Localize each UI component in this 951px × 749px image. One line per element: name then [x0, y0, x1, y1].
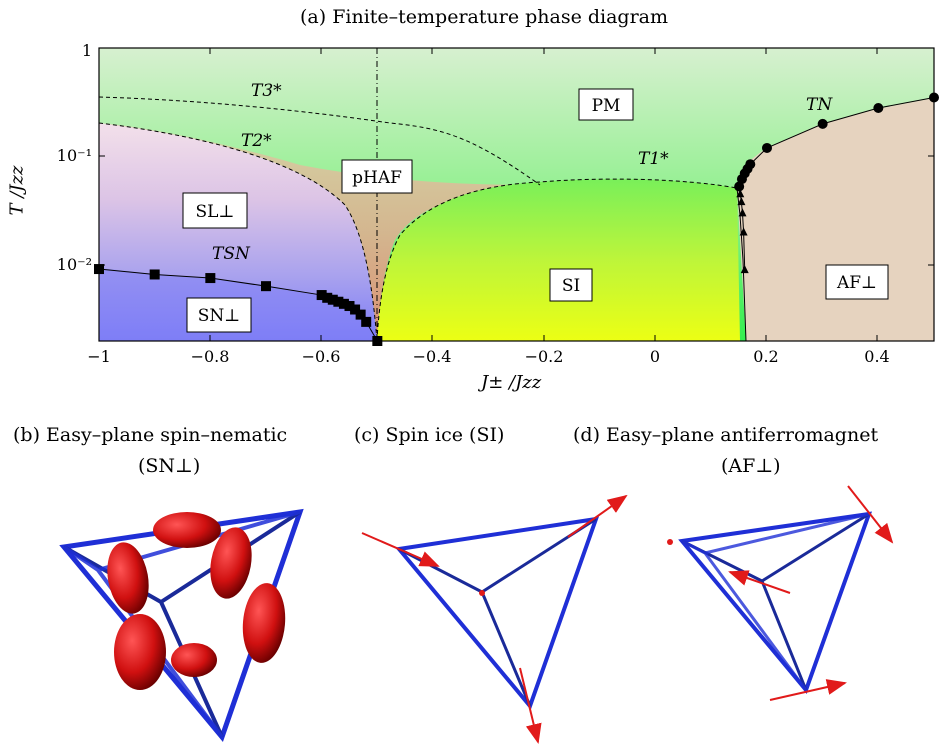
nematic-ellipsoid: [240, 581, 289, 664]
nematic-ellipsoid: [171, 643, 217, 677]
tetrahedron-af: [667, 486, 892, 700]
tetrahedron-si: [362, 496, 626, 742]
nematic-ellipsoid: [153, 512, 221, 548]
tetrahedron-sn: [64, 512, 300, 737]
nematic-ellipsoid: [114, 614, 166, 690]
